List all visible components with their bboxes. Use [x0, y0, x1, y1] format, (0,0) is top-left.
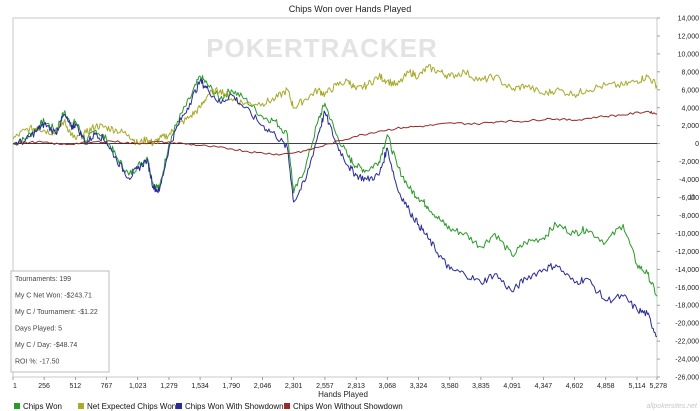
legend-label-chips-won-with-showdown[interactable]: Chips Won With Showdown	[185, 402, 284, 411]
y-tick-label: -24,000	[675, 357, 699, 364]
y-axis-scroll-icon[interactable]: ⇵	[689, 193, 696, 202]
legend-swatch-chips-won-without-showdown[interactable]	[284, 403, 290, 409]
legend-label-net-expected-chips-won[interactable]: Net Expected Chips Won	[87, 402, 176, 411]
x-tick-label: 1,534	[191, 383, 209, 390]
x-axis: 1 256 512 767 1,023 1,279 1,534 1,790 2,046 2,301…	[12, 377, 667, 390]
y-tick-label: -14,000	[675, 267, 699, 274]
y-tick-label: 4,000	[681, 105, 699, 112]
x-tick-label: 4,347	[535, 383, 553, 390]
y-tick-label: -8,000	[679, 213, 699, 220]
y-tick-label: 8,000	[681, 69, 699, 76]
y-tick-label: -20,000	[675, 321, 699, 328]
y-tick-label: -12,000	[675, 249, 699, 256]
x-tick-label: 2,813	[347, 383, 365, 390]
series-line-chips-won-with-showdown	[12, 78, 658, 338]
stats-box: Tournaments: 199 My C Net Won: -$243.71 My…	[10, 270, 110, 373]
x-tick-label: 2,557	[316, 383, 334, 390]
legend-swatch-chips-won-with-showdown[interactable]	[176, 403, 182, 409]
x-tick-label: 512	[70, 383, 82, 390]
x-tick-label: 5,114	[628, 383, 645, 390]
y-tick-label: -26,000	[675, 375, 699, 382]
y-axis: 14,000 12,000 10,000 8,000 6,000 4,000 2,000 0 -…	[657, 16, 699, 382]
y-tick-label: 0	[695, 141, 699, 148]
legend-swatch-net-expected-chips-won[interactable]	[78, 403, 84, 409]
x-tick-label: 2,301	[285, 383, 303, 390]
chart-title: Chips Won over Hands Played	[289, 4, 411, 14]
x-tick-label: 5,278	[649, 383, 667, 390]
y-tick-label: 10,000	[678, 51, 700, 58]
stats-box-line: My C / Tournament: -$1.22	[15, 309, 98, 316]
x-tick-label: 4,602	[566, 383, 584, 390]
series-line-net-expected-chips-won	[12, 64, 658, 147]
legend-swatch-chips-won[interactable]	[14, 403, 20, 409]
y-tick-label: -6,000	[679, 195, 699, 202]
y-tick-label: 12,000	[678, 33, 700, 40]
y-tick-label: -10,000	[675, 231, 699, 238]
x-tick-label: 3,068	[379, 383, 397, 390]
y-tick-label: 6,000	[681, 87, 699, 94]
series-layer	[12, 64, 658, 338]
x-axis-label: Hands Played	[318, 390, 368, 399]
stats-box-frame	[10, 270, 110, 373]
x-tick-label: 1,790	[223, 383, 241, 390]
stats-box-line: Tournaments: 199	[15, 276, 71, 283]
x-tick-label: 1	[13, 383, 17, 390]
x-tick-label: 2,046	[254, 383, 272, 390]
series-line-chips-won-without-showdown	[12, 110, 657, 156]
legend-label-chips-won-without-showdown[interactable]: Chips Won Without Showdown	[293, 402, 403, 411]
stats-box-line: My C Net Won: -$243.71	[15, 293, 92, 300]
legend: Chips Won Net Expected Chips Won Chips Won…	[14, 402, 403, 411]
y-tick-label: -22,000	[675, 339, 699, 346]
copyright-watermark: allpokersites.net	[646, 403, 698, 410]
y-tick-label: -16,000	[675, 285, 699, 292]
x-tick-label: 4,091	[503, 383, 521, 390]
x-tick-label: 256	[38, 383, 50, 390]
y-tick-label: -2,000	[679, 159, 699, 166]
x-tick-label: 767	[101, 383, 113, 390]
x-tick-label: 4,858	[597, 383, 615, 390]
x-tick-label: 3,580	[441, 383, 459, 390]
pokertracker-watermark: POKERTRACKER	[206, 33, 438, 63]
x-tick-label: 1,023	[129, 383, 147, 390]
series-line-chips-won	[12, 75, 658, 297]
stats-box-line: Days Played: 5	[15, 326, 62, 333]
y-tick-label: -18,000	[675, 303, 699, 310]
y-tick-label: 14,000	[678, 16, 700, 23]
stats-box-line: ROI %: -17.50	[15, 359, 59, 366]
x-tick-label: 3,324	[410, 383, 428, 390]
x-tick-label: 1,279	[160, 383, 178, 390]
y-tick-label: -4,000	[679, 177, 699, 184]
stats-box-line: My C / Day: -$48.74	[15, 342, 77, 349]
y-tick-label: 2,000	[681, 123, 699, 130]
x-tick-label: 3,835	[472, 383, 490, 390]
legend-label-chips-won[interactable]: Chips Won	[23, 402, 62, 411]
